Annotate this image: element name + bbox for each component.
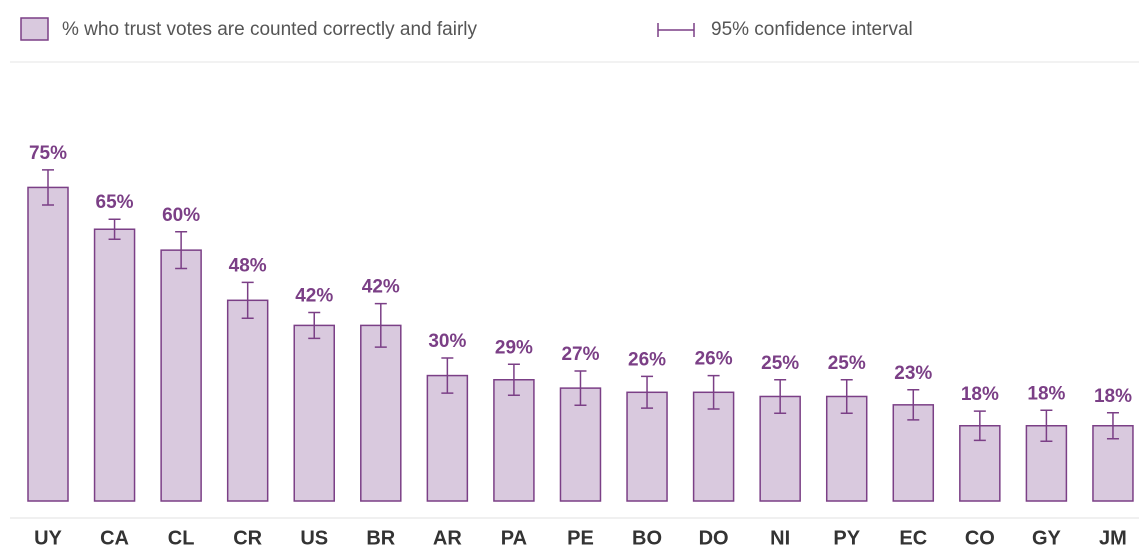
bar bbox=[493, 379, 535, 502]
error-bar bbox=[973, 410, 986, 442]
value-label: 29% bbox=[495, 337, 533, 358]
error-bar bbox=[574, 370, 587, 407]
value-label: 27% bbox=[561, 344, 599, 365]
x-tick-label: JM bbox=[1099, 527, 1127, 549]
x-tick-label: CL bbox=[168, 527, 195, 549]
legend-error-icon bbox=[657, 23, 695, 37]
value-label: 18% bbox=[961, 384, 999, 405]
bar bbox=[160, 249, 202, 502]
x-tick-label: NI bbox=[770, 527, 790, 549]
bar bbox=[293, 324, 335, 502]
x-tick-label: US bbox=[300, 527, 328, 549]
legend-error-label: 95% confidence interval bbox=[711, 19, 913, 40]
error-bar bbox=[374, 302, 387, 348]
error-bar bbox=[241, 281, 254, 320]
bar bbox=[426, 374, 469, 502]
value-label: 18% bbox=[1027, 383, 1065, 404]
x-tick-label: PY bbox=[833, 527, 860, 549]
bar bbox=[692, 391, 735, 502]
value-label: 18% bbox=[1094, 386, 1132, 407]
x-tick-label: CR bbox=[233, 527, 262, 549]
x-tick-label: PE bbox=[567, 527, 594, 549]
error-bar bbox=[774, 379, 787, 414]
value-label: 25% bbox=[828, 353, 866, 374]
error-bar bbox=[907, 389, 920, 421]
error-bar bbox=[507, 363, 520, 396]
value-label: 25% bbox=[761, 353, 799, 374]
value-label: 26% bbox=[628, 349, 666, 370]
error-bar bbox=[707, 374, 720, 410]
error-bar bbox=[1106, 412, 1119, 440]
error-bar bbox=[308, 311, 321, 340]
x-tick-label: PA bbox=[501, 527, 527, 549]
x-tick-label: DO bbox=[699, 527, 729, 549]
error-bar bbox=[441, 357, 454, 394]
x-tick-label: BO bbox=[632, 527, 662, 549]
x-tick-label: EC bbox=[899, 527, 927, 549]
value-label: 75% bbox=[29, 143, 67, 164]
value-label: 65% bbox=[96, 192, 134, 213]
x-tick-label: CO bbox=[965, 527, 995, 549]
legend-label: % who trust votes are counted correctly … bbox=[62, 19, 478, 40]
error-bar bbox=[641, 375, 654, 409]
x-tick-label: CA bbox=[100, 527, 129, 549]
value-label: 23% bbox=[894, 363, 932, 384]
error-bar bbox=[175, 230, 188, 270]
error-bar bbox=[42, 169, 54, 206]
x-tick-label: BR bbox=[366, 527, 395, 549]
legend-swatch bbox=[20, 17, 49, 41]
bar bbox=[559, 387, 602, 502]
bar bbox=[27, 186, 69, 502]
x-tick-label: AR bbox=[433, 527, 462, 549]
x-tick-label: GY bbox=[1032, 527, 1062, 549]
value-label: 48% bbox=[229, 255, 267, 276]
value-label: 60% bbox=[162, 205, 200, 226]
x-tick-label: UY bbox=[34, 527, 62, 549]
value-label: 42% bbox=[295, 285, 333, 306]
bar bbox=[226, 299, 269, 502]
bar bbox=[626, 391, 668, 502]
value-label: 30% bbox=[428, 331, 466, 352]
error-bar bbox=[1040, 409, 1053, 442]
bar bbox=[360, 324, 402, 502]
bar bbox=[892, 404, 935, 502]
error-bar bbox=[108, 218, 121, 241]
value-label: 26% bbox=[695, 349, 733, 370]
value-label: 42% bbox=[362, 277, 400, 298]
bar bbox=[93, 228, 136, 502]
error-bar bbox=[840, 379, 853, 414]
